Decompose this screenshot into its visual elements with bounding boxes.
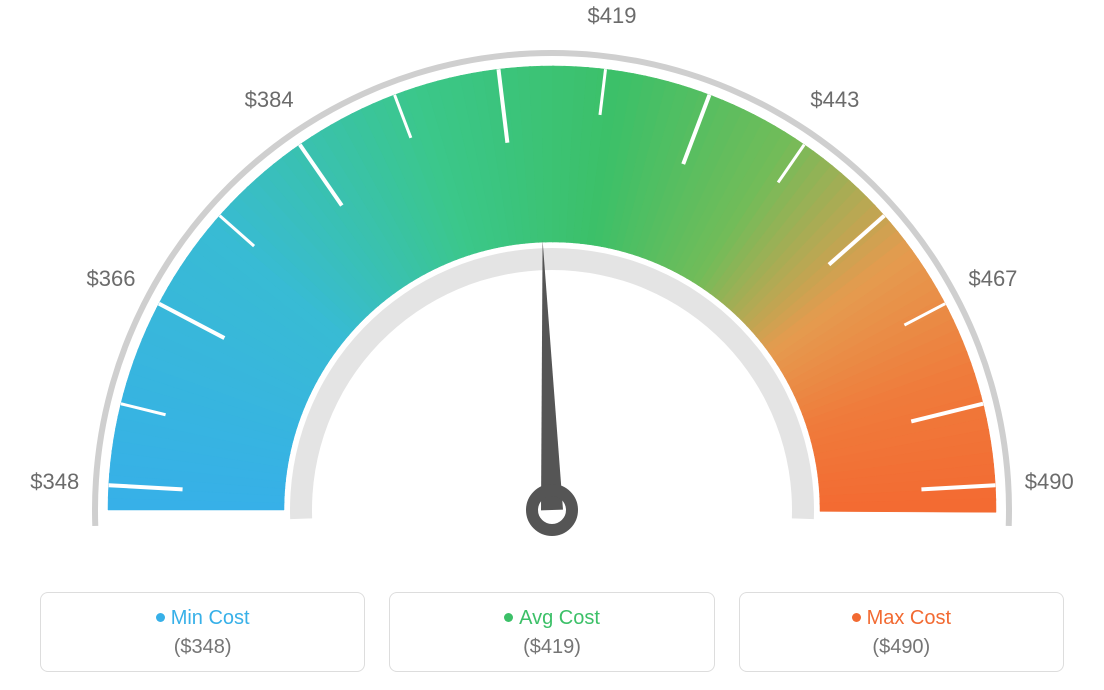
- legend-title-text-max: Max Cost: [867, 607, 951, 629]
- legend-value-min: ($348): [51, 636, 354, 659]
- legend-title-min: Min Cost: [51, 607, 354, 630]
- gauge-svg: [0, 0, 1104, 560]
- legend-dot-max: [852, 613, 861, 622]
- legend-value-avg: ($419): [400, 636, 703, 659]
- gauge-tick-label: $467: [968, 266, 1017, 292]
- gauge-tick-label: $384: [245, 87, 294, 113]
- legend-row: Min Cost ($348) Avg Cost ($419) Max Cost…: [0, 592, 1104, 672]
- legend-card-max: Max Cost ($490): [739, 592, 1064, 672]
- gauge-tick-label: $443: [810, 87, 859, 113]
- gauge-tick-label: $366: [87, 266, 136, 292]
- gauge-tick-label: $348: [30, 469, 79, 495]
- legend-dot-avg: [504, 613, 513, 622]
- legend-title-max: Max Cost: [750, 607, 1053, 630]
- gauge-chart: $348 $366 $384 $419 $443 $467 $490: [0, 0, 1104, 560]
- gauge-tick-label: $490: [1025, 469, 1074, 495]
- legend-title-text-avg: Avg Cost: [519, 607, 600, 629]
- legend-title-text-min: Min Cost: [171, 607, 250, 629]
- gauge-tick-label: $419: [588, 3, 637, 29]
- legend-card-min: Min Cost ($348): [40, 592, 365, 672]
- legend-title-avg: Avg Cost: [400, 607, 703, 630]
- legend-dot-min: [156, 613, 165, 622]
- legend-value-max: ($490): [750, 636, 1053, 659]
- legend-card-avg: Avg Cost ($419): [389, 592, 714, 672]
